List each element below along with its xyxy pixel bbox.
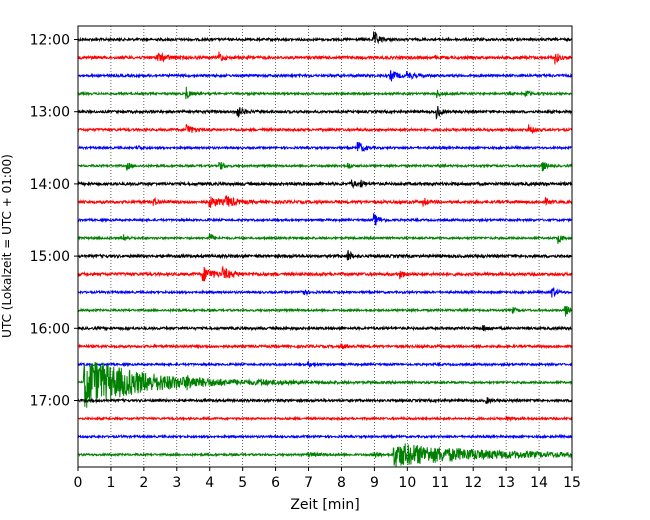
x-tick-label: 6 bbox=[271, 475, 280, 491]
x-axis: 0 1 2 3 4 5 6 7 8 9 10 11 12 13 14 15 bbox=[74, 467, 581, 491]
trace-line bbox=[77, 415, 573, 423]
trace-line bbox=[77, 195, 573, 208]
trace-line bbox=[77, 141, 573, 153]
y-tick-label: 13:00 bbox=[30, 105, 70, 121]
y-tick-label: 12:00 bbox=[30, 33, 70, 49]
trace-line bbox=[77, 287, 573, 298]
y-tick-label: 14:00 bbox=[30, 177, 70, 193]
y-tick-label: 15:00 bbox=[30, 249, 70, 265]
x-tick-label: 4 bbox=[205, 475, 214, 491]
x-tick-label: 8 bbox=[337, 475, 346, 491]
x-tick-label: 11 bbox=[431, 475, 449, 491]
trace-line bbox=[77, 70, 573, 82]
trace-line bbox=[77, 213, 573, 226]
trace-line bbox=[77, 250, 573, 261]
trace-line bbox=[77, 397, 573, 405]
trace-line bbox=[77, 433, 573, 440]
x-tick-label: 2 bbox=[139, 475, 148, 491]
seismogram-traces bbox=[77, 31, 573, 468]
plot-frame bbox=[77, 25, 573, 468]
trace-line bbox=[77, 161, 573, 172]
trace-line bbox=[77, 51, 573, 65]
trace-line bbox=[77, 233, 573, 244]
trace-line bbox=[77, 31, 573, 45]
y-axis-title: UTC (Lokalzeit = UTC + 01:00) bbox=[0, 154, 14, 338]
y-tick-label: 17:00 bbox=[30, 394, 70, 410]
x-tick-label: 3 bbox=[172, 475, 181, 491]
trace-line bbox=[77, 305, 573, 317]
x-tick-label: 12 bbox=[464, 475, 482, 491]
y-axis: 12:00 13:00 14:00 15:00 16:00 17:00 bbox=[30, 33, 78, 410]
trace-line bbox=[77, 343, 573, 350]
x-tick-label: 0 bbox=[74, 475, 83, 491]
trace-line bbox=[77, 123, 573, 135]
x-tick-label: 5 bbox=[238, 475, 247, 491]
x-tick-label: 9 bbox=[370, 475, 379, 491]
x-tick-label: 14 bbox=[530, 475, 548, 491]
x-tick-label: 13 bbox=[497, 475, 515, 491]
trace-line bbox=[77, 361, 573, 408]
trace-line bbox=[77, 443, 573, 468]
trace-line bbox=[77, 179, 573, 190]
trace-line bbox=[77, 265, 573, 282]
trace-line bbox=[77, 105, 573, 120]
x-axis-title: Zeit [min] bbox=[290, 497, 359, 513]
y-tick-label: 16:00 bbox=[30, 321, 70, 337]
trace-line bbox=[77, 325, 573, 333]
x-tick-label: 7 bbox=[304, 475, 313, 491]
x-tick-label: 1 bbox=[106, 475, 115, 491]
trace-line bbox=[77, 86, 573, 100]
x-tick-label: 15 bbox=[563, 475, 581, 491]
x-tick-label: 10 bbox=[398, 475, 416, 491]
trace-line bbox=[77, 360, 573, 369]
